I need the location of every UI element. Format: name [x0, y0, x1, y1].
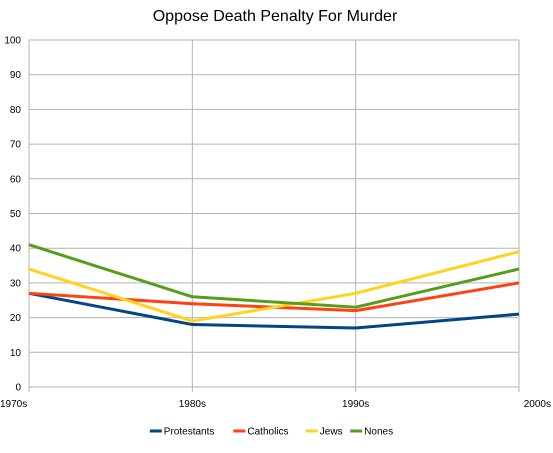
legend-label: Jews — [320, 427, 343, 438]
legend-label: Nones — [364, 427, 393, 438]
y-tick-label: 60 — [10, 174, 22, 185]
axes — [28, 40, 519, 388]
legend-item-nones: Nones — [350, 427, 393, 438]
chart-title: Oppose Death Penalty For Murder — [153, 8, 398, 25]
x-tick-label: 1990s — [342, 399, 369, 410]
y-tick-label: 10 — [10, 348, 22, 359]
y-tick-label: 30 — [10, 278, 22, 289]
x-tick-label: 1980s — [179, 399, 206, 410]
y-tick-label: 80 — [10, 105, 22, 116]
series-line-jews — [28, 250, 520, 323]
y-tick-label: 40 — [10, 244, 22, 255]
legend-item-protestants: Protestants — [149, 427, 215, 438]
gridlines — [28, 39, 520, 392]
y-tick-label: 50 — [10, 209, 22, 220]
legend-item-catholics: Catholics — [233, 427, 289, 438]
legend: Protestants Catholics Jews Nones — [149, 427, 393, 438]
series-line-protestants — [28, 291, 520, 330]
y-tick-label: 90 — [10, 70, 22, 81]
legend-label: Catholics — [247, 427, 288, 438]
y-tick-label: 70 — [10, 140, 22, 151]
y-axis-tick-labels: 0 10 20 30 40 50 60 70 80 90 100 — [4, 36, 21, 394]
y-tick-label: 20 — [10, 313, 22, 324]
y-tick-label: 0 — [15, 383, 21, 394]
y-tick-label: 100 — [4, 36, 21, 47]
x-tick-label: 1970s — [0, 399, 27, 410]
series-lines — [28, 243, 520, 330]
series-line-nones — [28, 243, 520, 309]
legend-label: Protestants — [164, 427, 215, 438]
x-tick-label: 2000s — [524, 399, 551, 410]
x-axis-tick-labels: 1970s 1980s 1990s 2000s — [0, 399, 551, 410]
legend-item-jews: Jews — [305, 427, 343, 438]
